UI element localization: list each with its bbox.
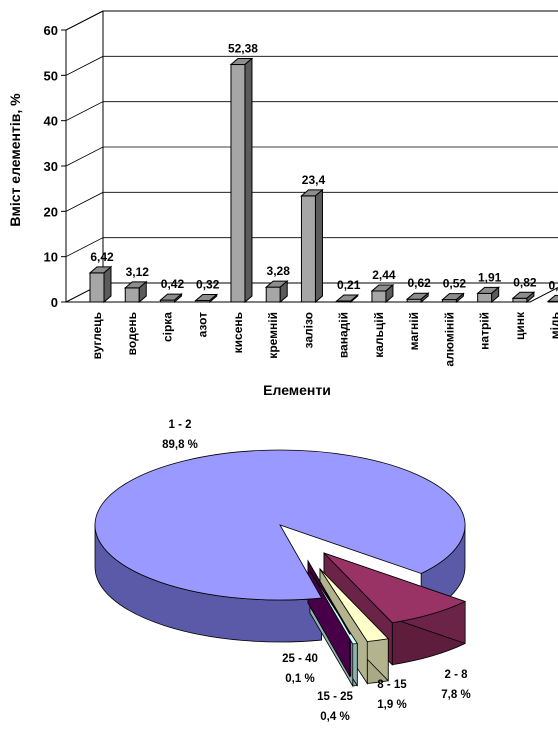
bar xyxy=(405,292,430,304)
bar-value-label: 6,42 xyxy=(90,250,114,264)
gridline xyxy=(65,55,558,76)
pie-slice-name: 25 - 40 xyxy=(282,653,318,665)
pie-chart-labels: 1 - 289,8 %2 - 87,8 %8 - 151,9 %15 - 250… xyxy=(162,419,471,723)
bar xyxy=(511,291,536,304)
category-label: алюміній xyxy=(442,312,456,367)
pie-slice-name: 15 - 25 xyxy=(317,691,353,703)
category-label: ванадій xyxy=(337,312,351,358)
y-tick-label: 30 xyxy=(44,159,58,174)
bar-value-label: 0,42 xyxy=(161,277,185,291)
pie-slice-percent: 7,8 % xyxy=(441,689,470,701)
category-label: кремній xyxy=(266,312,280,359)
bar-value-label: 0,21 xyxy=(337,278,361,292)
pie-slice-name: 8 - 15 xyxy=(377,679,407,691)
pie-slice-name: 1 - 2 xyxy=(168,419,191,431)
bar-value-label: 1,91 xyxy=(478,270,502,284)
pie-slice-percent: 89,8 % xyxy=(162,439,198,451)
bar xyxy=(229,57,254,304)
bar-value-label: 23,4 xyxy=(302,173,326,187)
pie-slice xyxy=(307,560,352,635)
x-axis-title: Елементи xyxy=(263,382,331,398)
category-label: азот xyxy=(196,312,210,338)
bar xyxy=(546,294,558,303)
gridline xyxy=(65,10,558,31)
bar xyxy=(335,293,360,304)
gridline xyxy=(65,101,558,122)
bar-chart-category-labels: вуглець водень сірка азот кисень кремній заліз… xyxy=(90,311,558,367)
bar-value-label: 52,38 xyxy=(228,42,258,56)
bar-value-label: 0,82 xyxy=(513,275,537,289)
category-label: залізо xyxy=(301,312,315,348)
category-label: сірка xyxy=(160,312,174,342)
y-tick-label: 20 xyxy=(44,204,58,219)
y-tick-label: 40 xyxy=(44,114,58,129)
pie-slice-name: 2 - 8 xyxy=(444,669,468,681)
bar xyxy=(370,283,395,304)
gridline xyxy=(65,191,558,212)
bar xyxy=(441,292,465,304)
bar-value-label: 0,52 xyxy=(443,277,467,291)
bar xyxy=(300,188,324,304)
category-label: кальцій xyxy=(372,312,386,358)
pie-slice-percent: 1,9 % xyxy=(377,699,406,711)
bar-chart: 0 10 20 30 40 50 60 6,42 3,12 0,42 0,32 52,38 3,28 2… xyxy=(7,10,558,398)
y-axis-title: Вміст елементів, % xyxy=(7,93,23,227)
bar xyxy=(123,280,148,304)
bar xyxy=(194,293,219,304)
y-tick-label: 10 xyxy=(44,250,58,265)
category-label: цинк xyxy=(513,311,527,340)
y-tick-label: 50 xyxy=(44,68,58,83)
pie-slice-percent: 0,4 % xyxy=(320,711,349,723)
bar xyxy=(88,265,113,304)
category-label: водень xyxy=(125,312,139,355)
category-label: кисень xyxy=(231,312,245,353)
bar-value-label: 3,12 xyxy=(126,265,150,279)
bar-chart-gridlines xyxy=(65,10,558,258)
pie-slice xyxy=(319,568,390,642)
category-label: натрій xyxy=(478,312,492,350)
bar xyxy=(159,293,183,304)
category-label: магній xyxy=(407,312,421,350)
y-tick-label: 60 xyxy=(44,23,58,38)
bar-value-label: 0,32 xyxy=(196,278,220,292)
pie-slice-percent: 0,1 % xyxy=(285,673,314,685)
bar-chart-y-ticks: 0 10 20 30 40 50 60 xyxy=(44,23,66,310)
bar-value-label: 0,15 xyxy=(548,278,558,292)
bar xyxy=(264,280,289,304)
bar-chart-value-labels: 6,42 3,12 0,42 0,32 52,38 3,28 23,4 0,21 2,44 0,6… xyxy=(90,42,558,293)
pie-chart-tops xyxy=(94,449,467,645)
bar-value-label: 0,62 xyxy=(408,276,432,290)
pie-slice xyxy=(94,449,466,601)
gridline xyxy=(65,237,558,258)
y-tick-label: 0 xyxy=(51,295,58,310)
pie-slice xyxy=(323,552,467,624)
pie-slice-side xyxy=(307,559,352,678)
bar xyxy=(476,286,501,304)
pie-chart: 1 - 289,8 %2 - 87,8 %8 - 151,9 %15 - 250… xyxy=(94,419,471,723)
category-label: вуглець xyxy=(90,312,104,359)
category-label: мідь xyxy=(548,312,558,339)
bar-chart-bars xyxy=(88,57,558,304)
bar-value-label: 3,28 xyxy=(267,264,291,278)
bar-value-label: 2,44 xyxy=(372,268,396,282)
gridline xyxy=(65,146,558,167)
